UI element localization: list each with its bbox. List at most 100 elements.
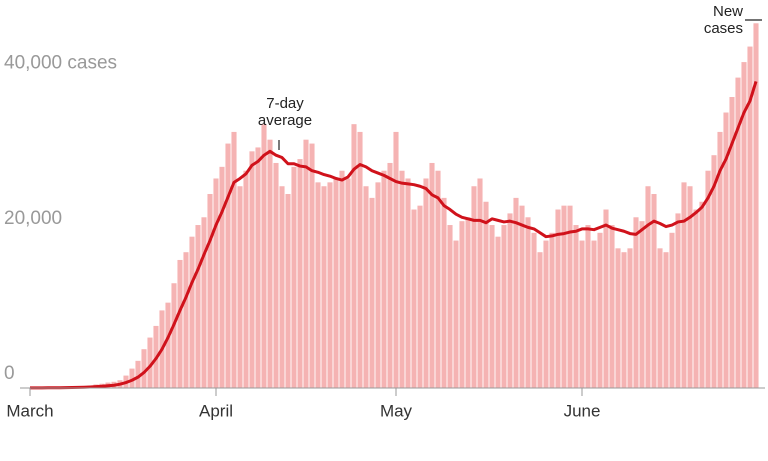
bar bbox=[273, 162, 279, 388]
bar bbox=[189, 236, 195, 388]
bar bbox=[417, 205, 423, 388]
bar bbox=[363, 186, 369, 388]
bar bbox=[459, 221, 465, 388]
bar bbox=[375, 182, 381, 388]
bar bbox=[345, 178, 351, 388]
bar bbox=[717, 131, 723, 389]
bar bbox=[477, 178, 483, 388]
bar bbox=[651, 194, 657, 388]
bar bbox=[591, 240, 597, 388]
bar bbox=[489, 225, 495, 388]
bar bbox=[681, 182, 687, 388]
bar bbox=[471, 186, 477, 388]
bar bbox=[321, 186, 327, 388]
bar bbox=[453, 240, 459, 388]
bar bbox=[615, 248, 621, 388]
bar bbox=[639, 221, 645, 388]
bar bbox=[243, 170, 249, 388]
bar bbox=[741, 62, 747, 389]
bar bbox=[405, 178, 411, 388]
bar bbox=[315, 182, 321, 388]
bar bbox=[171, 283, 177, 388]
x-tick-label: March bbox=[6, 401, 53, 420]
x-tick-label: April bbox=[199, 401, 233, 420]
bar bbox=[531, 232, 537, 388]
average-line bbox=[29, 81, 758, 390]
bar bbox=[279, 186, 285, 388]
bar bbox=[213, 178, 219, 388]
bar bbox=[333, 178, 339, 388]
bar bbox=[411, 209, 417, 388]
bar bbox=[165, 302, 171, 388]
bar bbox=[705, 170, 711, 388]
bar bbox=[585, 225, 591, 388]
bar bbox=[753, 23, 759, 389]
bar bbox=[699, 201, 705, 388]
bar bbox=[483, 201, 489, 388]
bar bbox=[561, 205, 567, 388]
y-tick-label: 40,000 cases bbox=[4, 53, 117, 74]
bar bbox=[327, 182, 333, 388]
plot: March April May June 0 20,000 40,000 cases bbox=[4, 23, 765, 420]
bar bbox=[435, 170, 441, 388]
bar bbox=[381, 170, 387, 388]
bar bbox=[621, 252, 627, 388]
bar bbox=[657, 248, 663, 388]
bar bbox=[519, 205, 525, 388]
bar bbox=[351, 124, 357, 388]
bar bbox=[507, 213, 513, 388]
bar-annotation: New cases bbox=[703, 3, 743, 37]
bar bbox=[135, 360, 141, 388]
bar bbox=[387, 162, 393, 388]
x-tick-label: May bbox=[380, 401, 413, 420]
bar bbox=[285, 194, 291, 388]
bar bbox=[303, 139, 309, 388]
bar bbox=[297, 159, 303, 388]
bar bbox=[465, 217, 471, 388]
bar bbox=[207, 194, 213, 388]
bar bbox=[423, 178, 429, 388]
bar bbox=[735, 77, 741, 388]
bar bbox=[645, 186, 651, 388]
bar bbox=[399, 170, 405, 388]
bar bbox=[141, 349, 147, 388]
bar bbox=[693, 209, 699, 388]
bar bbox=[195, 225, 201, 388]
bar bbox=[525, 217, 531, 388]
bar bbox=[633, 217, 639, 388]
bar bbox=[513, 197, 519, 388]
bar bbox=[201, 217, 207, 388]
bar bbox=[219, 166, 225, 388]
bar bbox=[441, 197, 447, 388]
bar bbox=[309, 143, 315, 388]
bar bbox=[369, 197, 375, 388]
bar bbox=[339, 170, 345, 388]
bar bbox=[183, 252, 189, 388]
bar bbox=[747, 46, 753, 389]
bar bbox=[393, 131, 399, 389]
x-tick-label: June bbox=[564, 401, 601, 420]
y-tick-label: 0 bbox=[4, 363, 15, 384]
bar bbox=[447, 225, 453, 388]
bar bbox=[177, 259, 183, 388]
bar bbox=[723, 112, 729, 389]
bar bbox=[687, 186, 693, 388]
bar bbox=[537, 252, 543, 388]
bar bbox=[501, 225, 507, 388]
bar bbox=[579, 240, 585, 388]
bar bbox=[567, 205, 573, 388]
bar bbox=[147, 337, 153, 388]
bar bbox=[555, 209, 561, 388]
bar bbox=[669, 232, 675, 388]
bar bbox=[261, 124, 267, 388]
bar bbox=[129, 368, 135, 388]
bar bbox=[573, 225, 579, 388]
bar bbox=[543, 240, 549, 388]
bar bbox=[675, 213, 681, 388]
bar bbox=[663, 252, 669, 388]
bar bbox=[627, 248, 633, 388]
bar bbox=[597, 232, 603, 388]
bar bbox=[549, 232, 555, 388]
